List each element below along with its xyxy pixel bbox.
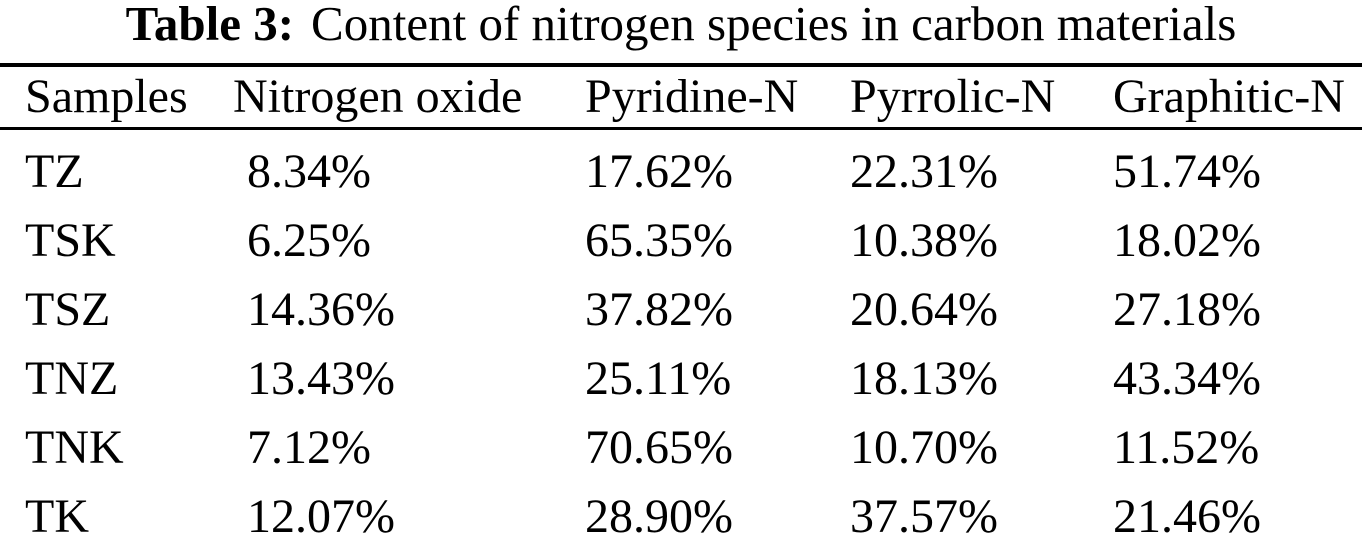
value-cell: 20.64%: [850, 282, 998, 336]
table-row: TSK 6.25% 65.35% 10.38% 18.02%: [0, 199, 1362, 268]
table-row: TNZ 13.43% 25.11% 18.13% 43.34%: [0, 337, 1362, 406]
value-cell: 11.52%: [1113, 420, 1260, 474]
value-cell: 12.07%: [247, 489, 395, 541]
value-cell: 25.11%: [585, 351, 732, 405]
value-cell: 18.02%: [1113, 213, 1261, 267]
value-cell: 65.35%: [585, 213, 733, 267]
column-header-graphitic-n: Graphitic-N: [1113, 65, 1362, 130]
nitrogen-species-table: Samples Nitrogen oxide Pyridine-N Pyrrol…: [0, 63, 1362, 541]
value-cell: 6.25%: [247, 213, 371, 267]
value-cell: 21.46%: [1113, 489, 1261, 541]
value-cell: 51.74%: [1113, 144, 1261, 198]
value-cell: 7.12%: [247, 420, 371, 474]
value-cell: 22.31%: [850, 144, 998, 198]
value-cell: 14.36%: [247, 282, 395, 336]
table-row: TSZ 14.36% 37.82% 20.64% 27.18%: [0, 268, 1362, 337]
sample-cell: TNZ: [25, 351, 119, 405]
value-cell: 27.18%: [1113, 282, 1261, 336]
column-header-samples: Samples: [0, 65, 233, 130]
value-cell: 10.70%: [850, 420, 998, 474]
value-cell: 43.34%: [1113, 351, 1261, 405]
table-row: TK 12.07% 28.90% 37.57% 21.46%: [0, 475, 1362, 541]
sample-cell: TZ: [25, 144, 84, 198]
table-row: TZ 8.34% 17.62% 22.31% 51.74%: [0, 128, 1362, 199]
value-cell: 10.38%: [850, 213, 998, 267]
table-caption: Table 3: Content of nitrogen species in c…: [0, 0, 1362, 63]
table-caption-text: Content of nitrogen species in carbon ma…: [311, 0, 1237, 51]
sample-cell: TSK: [25, 213, 116, 267]
table-caption-label: Table 3:: [125, 0, 295, 51]
value-cell: 17.62%: [585, 144, 733, 198]
value-cell: 37.57%: [850, 489, 998, 541]
value-cell: 13.43%: [247, 351, 395, 405]
value-cell: 70.65%: [585, 420, 733, 474]
sample-cell: TNK: [25, 420, 124, 474]
sample-cell: TK: [25, 489, 89, 541]
column-header-pyridine-n: Pyridine-N: [585, 65, 850, 130]
table-row: TNK 7.12% 70.65% 10.70% 11.52%: [0, 406, 1362, 475]
header-row: Samples Nitrogen oxide Pyridine-N Pyrrol…: [0, 65, 1362, 130]
column-header-pyrrolic-n: Pyrrolic-N: [850, 65, 1113, 130]
sample-cell: TSZ: [25, 282, 111, 336]
column-header-nitrogen-oxide: Nitrogen oxide: [233, 65, 585, 130]
value-cell: 8.34%: [247, 144, 371, 198]
value-cell: 28.90%: [585, 489, 733, 541]
value-cell: 18.13%: [850, 351, 998, 405]
value-cell: 37.82%: [585, 282, 733, 336]
